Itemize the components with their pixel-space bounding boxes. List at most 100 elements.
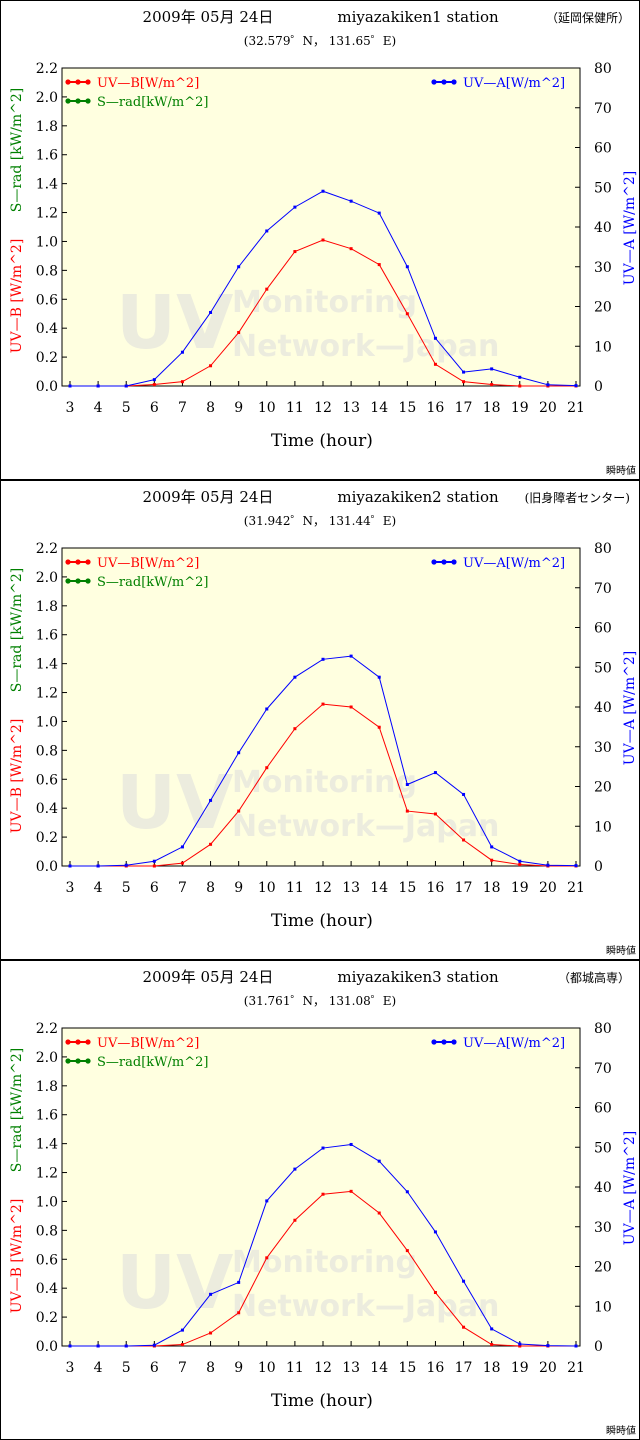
legend-srad-marker bbox=[75, 1058, 81, 1064]
uva-data-point bbox=[377, 1159, 381, 1163]
right-tick-label: 80 bbox=[594, 1021, 612, 1037]
uva-data-point bbox=[546, 863, 550, 867]
uva-data-point bbox=[237, 265, 241, 269]
legend-uva-marker bbox=[451, 559, 457, 565]
title-place: (旧身障者センター) bbox=[525, 490, 630, 505]
title-station: miyazakiken3 station bbox=[337, 968, 499, 986]
legend-uvb-marker bbox=[85, 1039, 91, 1045]
uva-data-point bbox=[209, 1292, 213, 1296]
uva-data-point bbox=[574, 864, 578, 868]
plot-area bbox=[62, 1028, 580, 1346]
x-tick-label: 3 bbox=[66, 880, 75, 896]
right-tick-label: 30 bbox=[594, 1220, 612, 1236]
left-tick-label: 0.2 bbox=[36, 1310, 58, 1326]
uvb-data-point bbox=[265, 766, 269, 770]
legend-srad: S—rad[kW/m^2] bbox=[65, 575, 208, 590]
uva-data-point bbox=[574, 1344, 578, 1348]
title-date: 2009年 05月 24日 bbox=[143, 968, 274, 986]
right-tick-label: 60 bbox=[594, 141, 612, 157]
legend-uva-text: UV—A[W/m^2] bbox=[463, 556, 565, 571]
uva-data-point bbox=[209, 310, 213, 314]
x-tick-label: 5 bbox=[122, 1360, 131, 1376]
title-place: （都城高専） bbox=[558, 970, 630, 985]
left-tick-label: 2.2 bbox=[36, 1021, 58, 1037]
x-tick-label: 7 bbox=[178, 400, 187, 416]
right-axis-label-uva: UV—A [W/m^2] bbox=[622, 1131, 638, 1245]
x-tick-label: 6 bbox=[150, 1360, 159, 1376]
watermark-line2: Network—Japan bbox=[232, 329, 499, 364]
uvb-data-point bbox=[377, 1211, 381, 1215]
uvb-data-point bbox=[209, 842, 213, 846]
left-tick-label: 0.4 bbox=[36, 321, 58, 337]
left-tick-label: 0.2 bbox=[36, 350, 58, 366]
right-tick-label: 20 bbox=[594, 1260, 612, 1276]
uvb-data-point bbox=[349, 705, 353, 709]
uva-data-point bbox=[490, 367, 494, 371]
uvb-data-point bbox=[518, 1344, 522, 1348]
watermark-line2: Network—Japan bbox=[232, 809, 499, 844]
x-tick-label: 9 bbox=[234, 880, 243, 896]
right-tick-label: 10 bbox=[594, 339, 612, 355]
uva-data-point bbox=[433, 771, 437, 775]
watermark-uv: UV bbox=[116, 1240, 233, 1326]
instantaneous-value-note: 瞬時値 bbox=[606, 1424, 636, 1437]
legend-uvb-marker bbox=[85, 559, 91, 565]
title-place: （延岡保健所） bbox=[546, 11, 630, 25]
left-tick-label: 0.8 bbox=[36, 1223, 58, 1239]
left-tick-label: 1.6 bbox=[36, 148, 58, 164]
uva-data-point bbox=[405, 783, 409, 787]
left-tick-label: 0.8 bbox=[36, 263, 58, 279]
left-tick-label: 1.4 bbox=[36, 1137, 58, 1153]
left-tick-label: 0.4 bbox=[36, 1281, 58, 1297]
legend-srad-marker bbox=[75, 578, 81, 584]
x-tick-label: 8 bbox=[206, 880, 215, 896]
uva-data-point bbox=[68, 384, 72, 388]
right-tick-label: 50 bbox=[594, 660, 612, 676]
x-tick-label: 18 bbox=[483, 1360, 501, 1376]
right-tick-label: 80 bbox=[594, 61, 612, 77]
uva-data-point bbox=[321, 1146, 325, 1150]
uvb-data-point bbox=[152, 864, 156, 868]
uvb-data-point bbox=[293, 250, 297, 254]
plot-area bbox=[62, 548, 580, 866]
uva-data-point bbox=[462, 792, 466, 796]
uvb-data-point bbox=[377, 263, 381, 267]
legend-uvb-marker bbox=[75, 1039, 81, 1045]
x-axis-label: Time (hour) bbox=[271, 911, 373, 931]
left-tick-label: 1.8 bbox=[36, 1079, 58, 1095]
uva-data-point bbox=[124, 863, 128, 867]
legend-uvb-text: UV—B[W/m^2] bbox=[97, 76, 199, 91]
uva-data-point bbox=[490, 1327, 494, 1331]
left-tick-label: 1.0 bbox=[36, 714, 58, 730]
uva-data-point bbox=[574, 384, 578, 388]
uva-data-point bbox=[349, 1142, 353, 1146]
uva-data-point bbox=[349, 654, 353, 658]
x-tick-label: 5 bbox=[122, 400, 131, 416]
x-tick-label: 4 bbox=[94, 1360, 103, 1376]
uva-data-point bbox=[546, 1344, 550, 1348]
uvb-data-point bbox=[462, 838, 466, 842]
x-tick-label: 12 bbox=[314, 400, 332, 416]
x-tick-label: 4 bbox=[94, 880, 103, 896]
title-date: 2009年 05月 24日 bbox=[143, 488, 274, 506]
x-tick-label: 9 bbox=[234, 400, 243, 416]
uvb-data-point bbox=[180, 861, 184, 865]
uva-data-point bbox=[321, 657, 325, 661]
x-tick-label: 6 bbox=[150, 400, 159, 416]
uva-data-point bbox=[152, 1343, 156, 1347]
uva-data-point bbox=[462, 370, 466, 374]
uva-data-point bbox=[518, 375, 522, 379]
legend-uva-text: UV—A[W/m^2] bbox=[463, 76, 565, 91]
legend-srad-text: S—rad[kW/m^2] bbox=[97, 575, 208, 590]
uva-data-point bbox=[152, 859, 156, 863]
uvb-data-point bbox=[405, 809, 409, 813]
left-tick-label: 0.2 bbox=[36, 830, 58, 846]
x-tick-label: 21 bbox=[567, 880, 585, 896]
legend-uvb-text: UV—B[W/m^2] bbox=[97, 1036, 199, 1051]
right-tick-label: 60 bbox=[594, 621, 612, 637]
legend-uvb: UV—B[W/m^2] bbox=[65, 76, 199, 91]
right-tick-label: 0 bbox=[594, 1339, 603, 1355]
uva-data-point bbox=[433, 336, 437, 340]
uva-data-point bbox=[152, 378, 156, 382]
